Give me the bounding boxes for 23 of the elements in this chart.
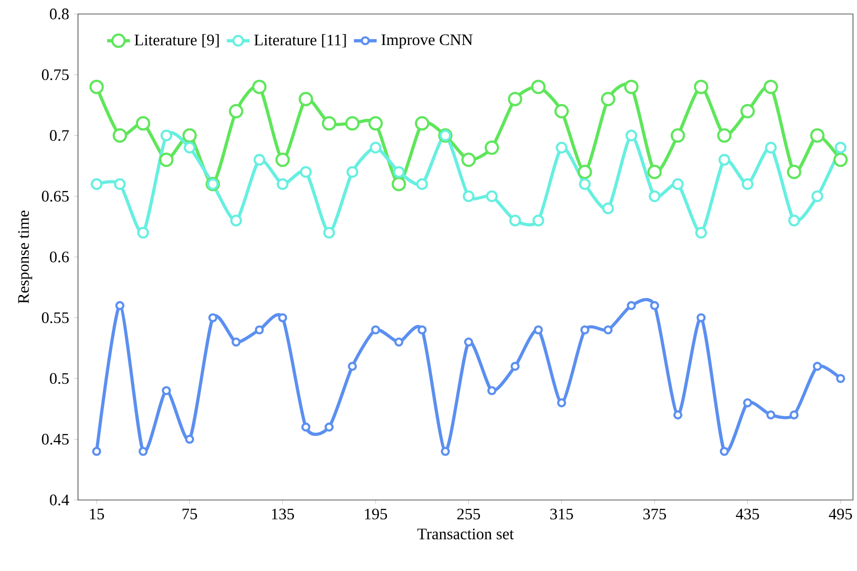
y-tick-label: 0.7 <box>50 130 69 141</box>
y-tick-label: 0.75 <box>42 69 69 80</box>
y-tick-label: 0.4 <box>50 494 70 506</box>
y-tick-label: 0.55 <box>42 312 69 324</box>
y-axis-title: Response time <box>18 210 32 304</box>
y-tick-label: 0.45 <box>42 434 69 445</box>
x-tick-label: 15 <box>90 508 104 520</box>
x-tick-label: 75 <box>182 508 197 520</box>
x-tick-label: 375 <box>643 508 666 520</box>
y-tick-label: 0.5 <box>50 373 69 384</box>
x-tick-label: 315 <box>550 508 573 520</box>
legend-label: Improve CNN <box>382 34 473 48</box>
y-tick-label: 0.65 <box>42 190 69 202</box>
x-tick-label: 135 <box>272 508 294 520</box>
x-tick-label: 255 <box>457 508 480 520</box>
legend-label: Literature [9] <box>134 34 219 48</box>
legend-label: Literature [11] <box>254 34 346 48</box>
y-tick-label: 0.6 <box>50 252 69 262</box>
x-tick-label: 435 <box>736 508 759 520</box>
x-tick-label: 495 <box>828 508 852 520</box>
y-tick-label: 0.8 <box>50 8 69 20</box>
x-tick-label: 195 <box>365 508 387 520</box>
x-axis-title: Transaction set <box>417 528 514 540</box>
